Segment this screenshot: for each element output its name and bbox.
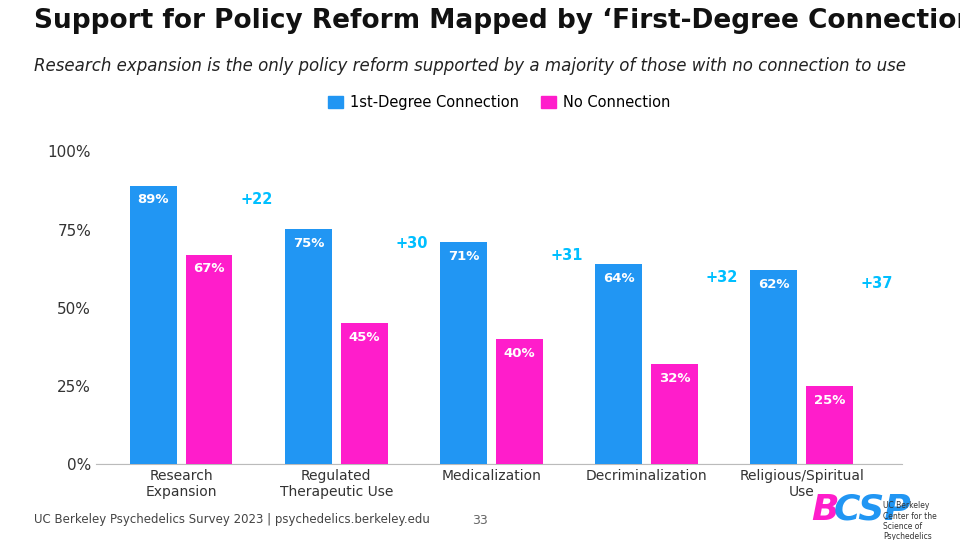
- Text: 32%: 32%: [659, 372, 690, 385]
- Text: 89%: 89%: [137, 193, 169, 206]
- Bar: [751, 270, 797, 464]
- Text: +31: +31: [550, 248, 583, 264]
- Bar: [131, 186, 177, 464]
- Text: 71%: 71%: [448, 250, 479, 263]
- Bar: [595, 264, 642, 464]
- Text: 33: 33: [472, 514, 488, 526]
- Text: 62%: 62%: [758, 278, 789, 291]
- Bar: [651, 364, 698, 464]
- Text: B: B: [811, 492, 839, 526]
- Bar: [341, 323, 388, 464]
- Text: 67%: 67%: [194, 262, 225, 275]
- Bar: [806, 386, 852, 464]
- Bar: [285, 230, 332, 464]
- Text: 75%: 75%: [293, 238, 324, 251]
- Text: Support for Policy Reform Mapped by ‘First-Degree Connection’ to Use: Support for Policy Reform Mapped by ‘Fir…: [34, 8, 960, 34]
- Text: 64%: 64%: [603, 272, 635, 285]
- Text: 40%: 40%: [504, 347, 535, 360]
- Text: Research expansion is the only policy reform supported by a majority of those wi: Research expansion is the only policy re…: [34, 57, 905, 75]
- Legend: 1st-Degree Connection, No Connection: 1st-Degree Connection, No Connection: [323, 90, 676, 116]
- Bar: [186, 254, 232, 464]
- Text: +30: +30: [396, 236, 428, 251]
- Text: +32: +32: [706, 270, 738, 285]
- Text: 25%: 25%: [814, 394, 845, 407]
- Text: +37: +37: [860, 276, 893, 292]
- Text: UC Berkeley
Center for the
Science of
Psychedelics: UC Berkeley Center for the Science of Ps…: [883, 501, 937, 540]
- Text: UC Berkeley Psychedelics Survey 2023 | psychedelics.berkeley.edu: UC Berkeley Psychedelics Survey 2023 | p…: [34, 514, 429, 526]
- Bar: [441, 242, 487, 464]
- Text: 45%: 45%: [348, 331, 380, 345]
- Bar: [496, 339, 542, 464]
- Text: CSP: CSP: [833, 492, 911, 526]
- Text: +22: +22: [240, 192, 273, 207]
